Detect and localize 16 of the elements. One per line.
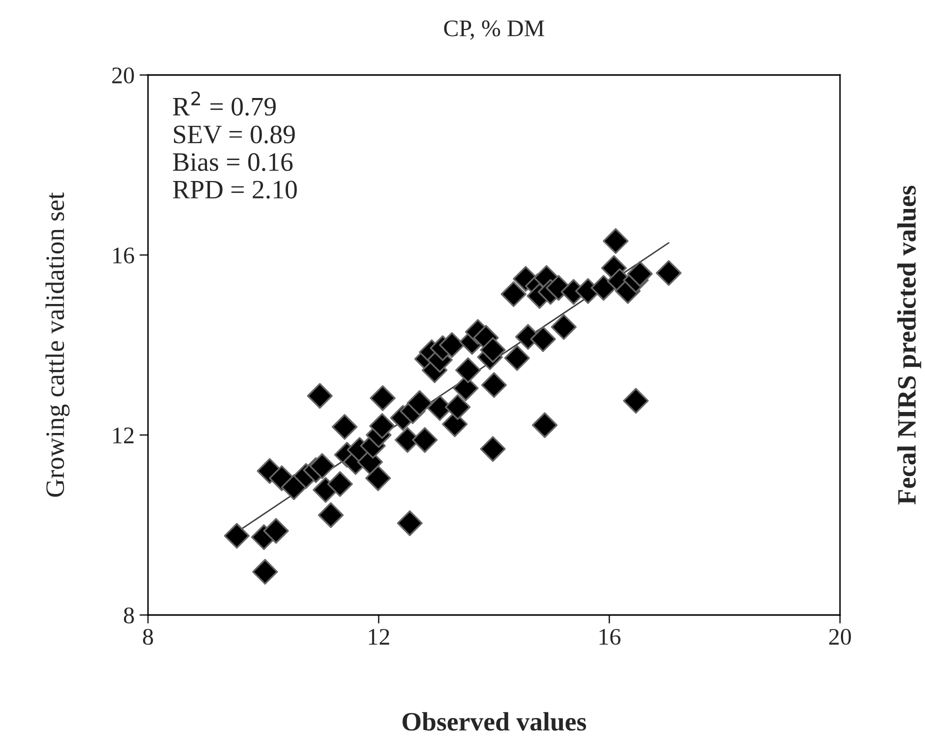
chart-title: CP, % DM: [444, 20, 544, 40]
x-axis-title: Observed values: [402, 712, 586, 731]
y-tick-label: 12: [113, 428, 134, 444]
x-tick-label: 16: [600, 628, 620, 645]
x-tick-label: 8: [142, 628, 154, 645]
annotation: RPD = 2.10: [172, 180, 297, 199]
y-axis-title: Growing cattle validation set: [46, 192, 70, 497]
annotation: SEV = 0.89: [174, 126, 295, 144]
annotation: R$^{2}$ = 0.79: [172, 92, 276, 116]
x-tick-label: 20: [829, 628, 851, 645]
y-tick-label: 8: [124, 607, 134, 624]
annotation: Bias = 0.16: [172, 153, 293, 172]
y-tick-label: 16: [113, 248, 134, 264]
y-tick-label: 20: [112, 67, 134, 84]
x-tick-label: 12: [368, 628, 390, 645]
y2-axis-title: Fecal NIRS predicted values: [897, 186, 922, 504]
